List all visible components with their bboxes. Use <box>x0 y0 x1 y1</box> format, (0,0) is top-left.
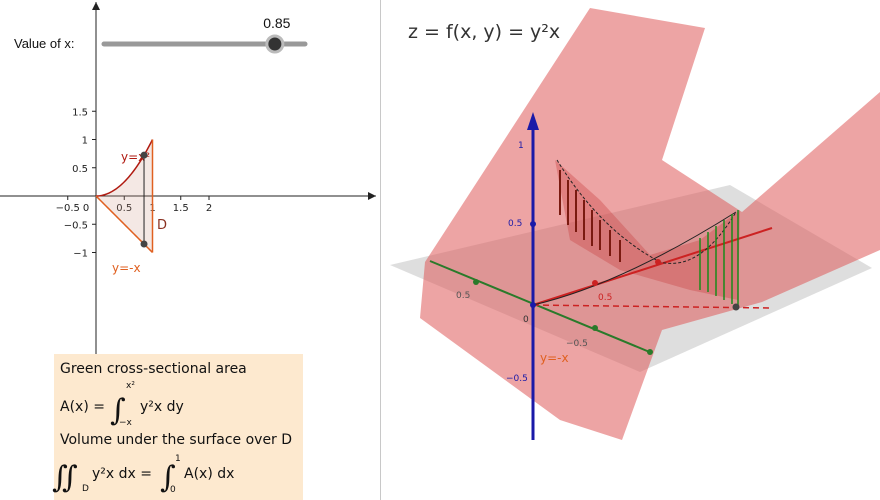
integral-upper: 1 <box>175 454 181 464</box>
origin-label: 0 <box>83 203 89 214</box>
axis-label-3d: −0.5 <box>506 374 528 384</box>
y-tick-label: 1 <box>82 136 88 147</box>
points-3d <box>473 221 740 355</box>
formula-text: A(x) = <box>60 399 105 415</box>
integral-upper: x² <box>126 381 135 391</box>
integral-sign: ∫ <box>160 460 176 495</box>
text-box <box>54 354 303 500</box>
y-tick-label: −0.5 <box>64 220 88 231</box>
y-tick-label: 0.5 <box>72 164 88 175</box>
slider-label: Value of x: <box>14 36 74 51</box>
curve-label: y=-x <box>112 261 141 275</box>
region-d <box>96 139 153 253</box>
point <box>140 240 148 248</box>
point <box>140 151 148 159</box>
formula-text: y²x dy <box>140 399 184 415</box>
x-tick-label: −0.5 <box>56 203 80 214</box>
graphics-2d-content: −0.50.511.521.510.5−0.5−10y=x²y=-xD <box>0 2 376 500</box>
curve-label-3d: y=-x <box>540 351 569 365</box>
x-tick-label: 2 <box>206 203 212 214</box>
surface <box>420 8 880 440</box>
cross-section <box>699 210 739 306</box>
axis-label-3d: 0.5 <box>598 293 612 303</box>
y-axis-3d <box>429 260 653 354</box>
y-tick-label: −1 <box>73 249 88 260</box>
graphics-3d: z = f(x, y) = y²x 1 0.5 −0.5 0.5 0.5 0 −… <box>390 8 880 440</box>
integral-lower: 0 <box>170 485 176 495</box>
slider-knob[interactable] <box>265 34 285 54</box>
text-heading: Green cross-sectional area <box>60 361 247 377</box>
x-arrow <box>368 192 376 200</box>
text-heading: Volume under the surface over D <box>60 432 292 448</box>
axis-label-3d: 1 <box>518 141 524 151</box>
integral-sign: ∬ <box>52 460 78 495</box>
integral-lower: −x <box>119 418 133 428</box>
integral-sign: ∫ <box>110 393 126 428</box>
title-3d: z = f(x, y) = y²x <box>408 21 560 43</box>
formula-text: y²x dx = <box>92 466 152 482</box>
x-tick-label: 1.5 <box>173 203 189 214</box>
axis-label-3d: 0.5 <box>508 219 522 229</box>
region-label: D <box>157 218 167 233</box>
axis-label-3d: 0.5 <box>456 291 470 301</box>
x-tick-label: 0.5 <box>116 203 132 214</box>
y-tick-label: 1.5 <box>72 107 88 118</box>
integral-region: D <box>82 484 89 494</box>
z-arrow <box>527 112 539 130</box>
hatch <box>559 170 621 262</box>
curve-3d <box>532 211 737 306</box>
surface-fold <box>555 160 740 300</box>
axis-label-3d: −0.5 <box>566 339 588 349</box>
formula-text: A(x) dx <box>184 466 234 482</box>
slider-value: 0.85 <box>263 15 290 31</box>
axis-label-3d: 0 <box>523 315 529 325</box>
y-arrow <box>92 2 100 10</box>
